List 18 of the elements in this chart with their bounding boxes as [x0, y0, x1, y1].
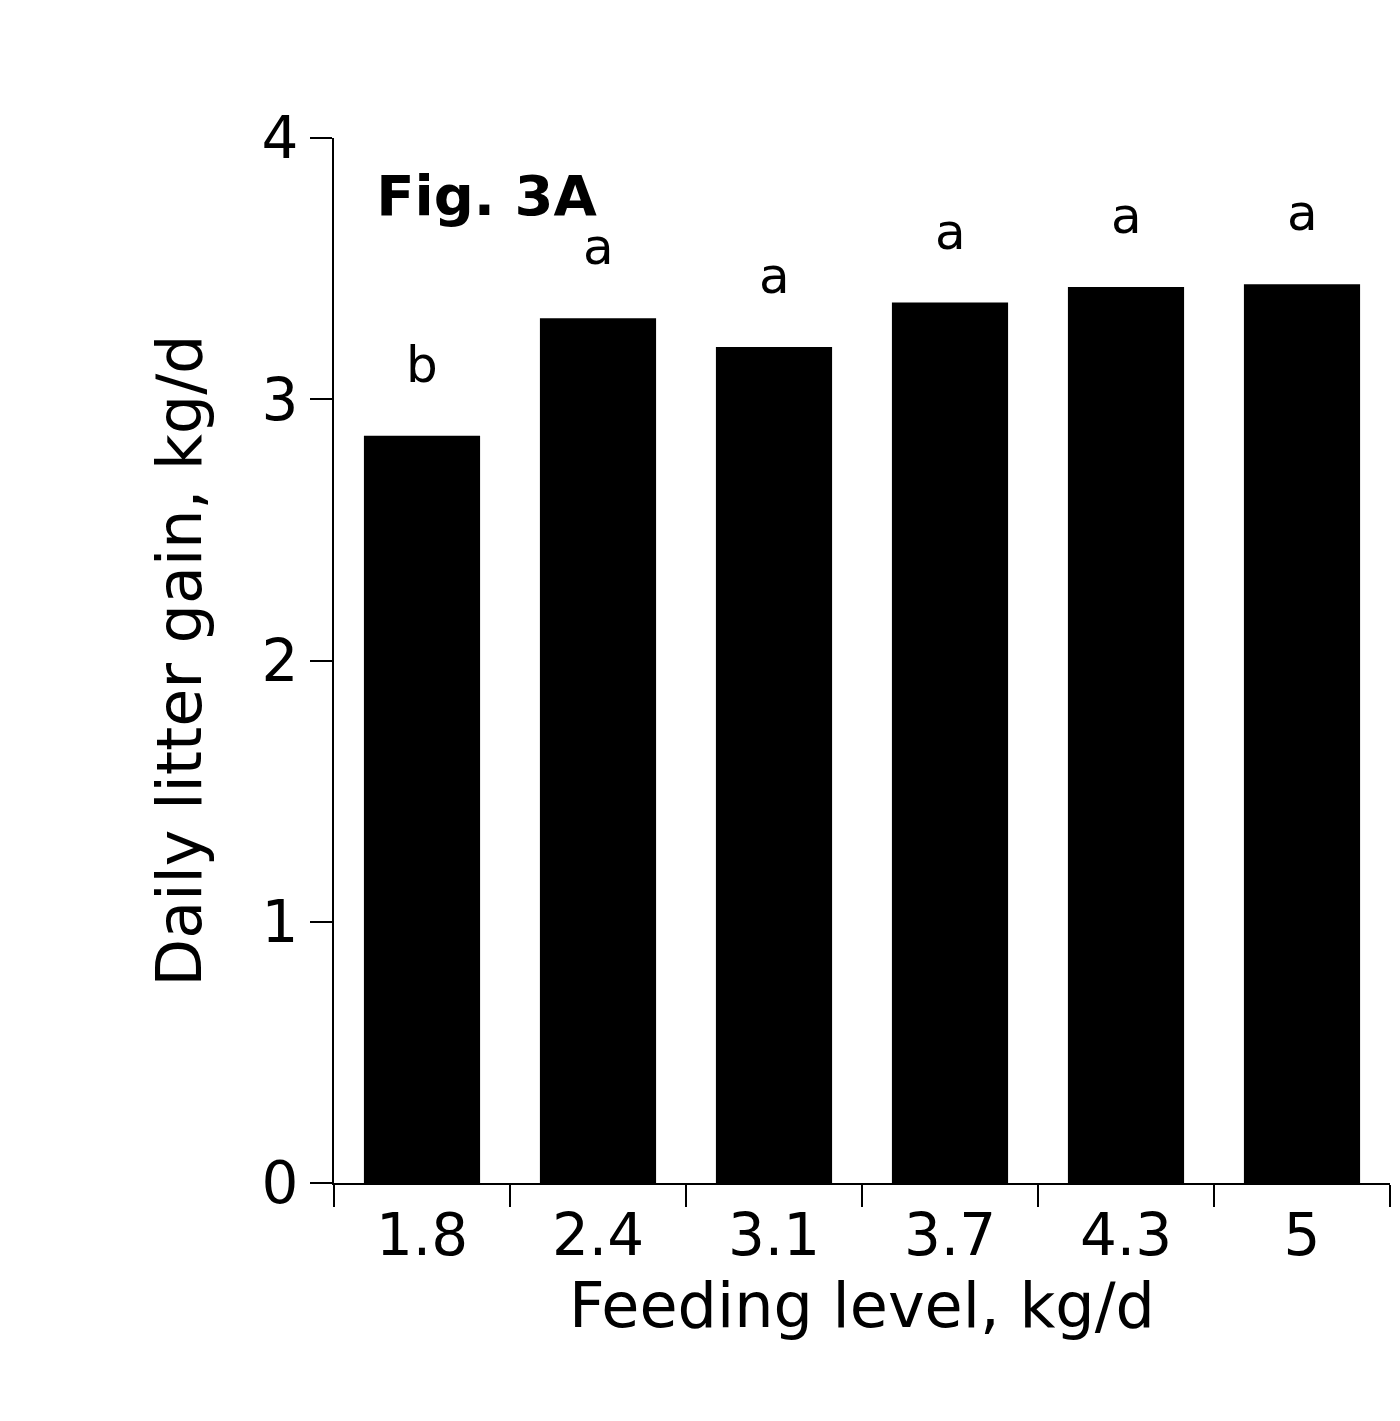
x-tick-label: 1.8	[375, 1200, 469, 1269]
annotation: a	[935, 203, 966, 261]
y-tick-label: 2	[261, 626, 299, 695]
annotation: a	[1111, 187, 1142, 245]
y-tick-label: 1	[261, 888, 299, 957]
annotation: a	[1287, 184, 1318, 242]
y-tick-label: 0	[261, 1149, 299, 1218]
annotation: a	[759, 247, 790, 305]
annotation: b	[406, 336, 438, 394]
x-tick-label: 2.4	[551, 1200, 645, 1269]
x-tick-label: 3.7	[903, 1200, 997, 1269]
y-axis-title: Daily litter gain, kg/d	[142, 334, 216, 987]
x-axis-title: Feeding level, kg/d	[569, 1268, 1155, 1342]
y-tick-label: 4	[261, 104, 299, 173]
x-tick-label: 5	[1283, 1200, 1321, 1269]
x-tick-label: 3.1	[727, 1200, 821, 1269]
y-tick-label: 3	[261, 365, 299, 434]
x-tick-label: 4.3	[1079, 1200, 1173, 1269]
